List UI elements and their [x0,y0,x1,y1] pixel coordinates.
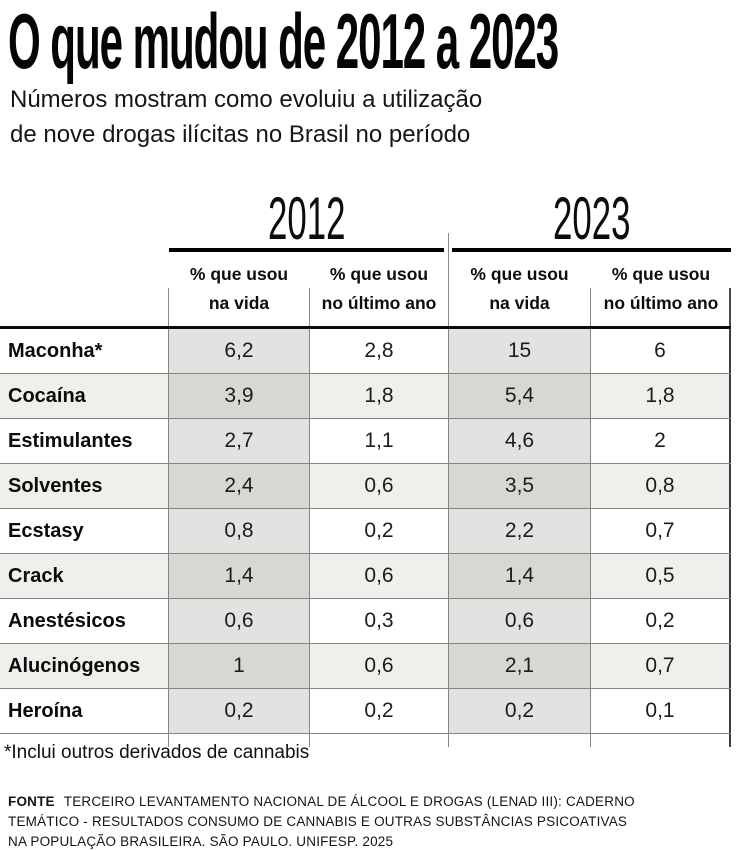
col-header-line: % que usou [189,264,289,284]
value-2012-ultimo-ano: 0,2 [309,509,448,553]
value-2023-ultimo-ano: 0,8 [590,464,731,508]
year-group-2023: 2023 [452,184,731,252]
table-row-maconha: Maconha* 6,2 2,8 15 6 [0,329,731,374]
col-header-line: no último ano [321,293,437,313]
table-row-crack: Crack 1,4 0,6 1,4 0,5 [0,554,731,599]
value-2023-na-vida: 3,5 [448,464,590,508]
col-header-line: na vida [489,293,550,313]
source-line: FONTE TERCEIRO LEVANTAMENTO NACIONAL DE Á… [8,792,708,812]
value-2012-na-vida: 0,2 [168,689,309,733]
value-2012-ultimo-ano: 1,1 [309,419,448,463]
table-row-cocaina: Cocaína 3,9 1,8 5,4 1,8 [0,374,731,419]
row-label: Ecstasy [8,519,84,542]
col-header-line: na vida [208,293,270,313]
value-2012-na-vida: 2,4 [168,464,309,508]
value-2023-ultimo-ano: 0,5 [590,554,731,598]
value-2012-na-vida: 2,7 [168,419,309,463]
source-label: FONTE [8,794,55,809]
source-text: TERCEIRO LEVANTAMENTO NACIONAL DE ÁLCOOL… [63,794,635,809]
value-2012-na-vida: 1,4 [168,554,309,598]
divider-2012-columns [309,288,310,326]
col-header-2012-na-vida: % que usou na vida [169,254,309,324]
table-row-heroina: Heroína 0,2 0,2 0,2 0,1 [0,689,731,734]
table-row-alucinogenos: Alucinógenos 1 0,6 2,1 0,7 [0,644,731,689]
value-2023-na-vida: 0,2 [448,689,590,733]
table-row-ecstasy: Ecstasy 0,8 0,2 2,2 0,7 [0,509,731,554]
divider-year-groups [448,233,449,326]
value-2023-na-vida: 5,4 [448,374,590,418]
value-2023-ultimo-ano: 0,7 [590,644,731,688]
value-2012-na-vida: 1 [168,644,309,688]
subtitle: Números mostram como evoluiu a utilizaçã… [10,82,482,152]
value-2012-ultimo-ano: 0,6 [309,554,448,598]
page-title: O que mudou de 2012 a 2023 [8,2,736,80]
table-row-anestesicos: Anestésicos 0,6 0,3 0,6 0,2 [0,599,731,644]
stub [448,734,590,747]
value-2012-ultimo-ano: 0,2 [309,689,448,733]
stub [168,734,309,747]
value-2012-ultimo-ano: 0,6 [309,464,448,508]
row-label: Crack [8,564,64,587]
year-2023-label: 2023 [552,185,631,253]
subtitle-line-1: Números mostram como evoluiu a utilizaçã… [10,86,483,113]
value-2023-ultimo-ano: 2 [590,419,731,463]
value-2012-ultimo-ano: 0,6 [309,644,448,688]
col-header-2023-ultimo-ano: % que usou no último ano [591,254,731,324]
col-header-line: % que usou [611,264,711,284]
col-header-2012-ultimo-ano: % que usou no último ano [310,254,448,324]
table-body: Maconha* 6,2 2,8 15 6 Cocaína 3,9 1,8 5,… [0,326,731,747]
row-label: Alucinógenos [8,654,141,677]
source-line: NA POPULAÇÃO BRASILEIRA. SÃO PAULO. UNIF… [8,834,394,849]
value-2023-ultimo-ano: 1,8 [590,374,731,418]
value-2012-ultimo-ano: 1,8 [309,374,448,418]
col-header-line: no último ano [603,293,719,313]
row-label: Heroína [8,699,83,722]
value-2012-ultimo-ano: 0,3 [309,599,448,643]
footnote: *Inclui outros derivados de cannabis [4,742,310,763]
row-label: Cocaína [8,384,86,407]
table-row-estimulantes: Estimulantes 2,7 1,1 4,6 2 [0,419,731,464]
value-2023-ultimo-ano: 0,2 [590,599,731,643]
source-line: TEMÁTICO - RESULTADOS CONSUMO DE CANNABI… [8,814,628,829]
value-2023-na-vida: 0,6 [448,599,590,643]
stub [309,734,448,747]
year-2012-label: 2012 [267,185,346,253]
subtitle-line-2: de nove drogas ilícitas no Brasil no per… [10,121,471,148]
value-2012-na-vida: 0,6 [168,599,309,643]
value-2023-na-vida: 1,4 [448,554,590,598]
value-2012-na-vida: 0,8 [168,509,309,553]
column-divider-stubs [0,734,731,747]
divider-2023-columns [590,288,591,326]
value-2012-na-vida: 6,2 [168,329,309,373]
row-label: Maconha* [8,339,103,362]
row-label: Solventes [8,474,103,497]
value-2012-na-vida: 3,9 [168,374,309,418]
divider-label-column [168,288,169,326]
row-label: Estimulantes [8,429,133,452]
col-header-line: % que usou [470,264,569,284]
value-2023-na-vida: 4,6 [448,419,590,463]
value-2023-na-vida: 2,1 [448,644,590,688]
col-header-line: % que usou [329,264,429,284]
table-right-border [729,288,731,326]
page-title-text: O que mudou de 2012 a 2023 [8,0,559,85]
row-label: Anestésicos [8,609,126,632]
value-2023-ultimo-ano: 0,1 [590,689,731,733]
table-header: 2012 2023 % que usou na vida % que usou … [0,184,736,326]
year-group-2012: 2012 [169,184,444,252]
table-row-solventes: Solventes 2,4 0,6 3,5 0,8 [0,464,731,509]
value-2023-na-vida: 2,2 [448,509,590,553]
stub [590,734,731,747]
value-2023-na-vida: 15 [448,329,590,373]
value-2023-ultimo-ano: 0,7 [590,509,731,553]
value-2012-ultimo-ano: 2,8 [309,329,448,373]
col-header-2023-na-vida: % que usou na vida [449,254,590,324]
value-2023-ultimo-ano: 6 [590,329,731,373]
source-credit: FONTE TERCEIRO LEVANTAMENTO NACIONAL DE Á… [8,792,708,850]
